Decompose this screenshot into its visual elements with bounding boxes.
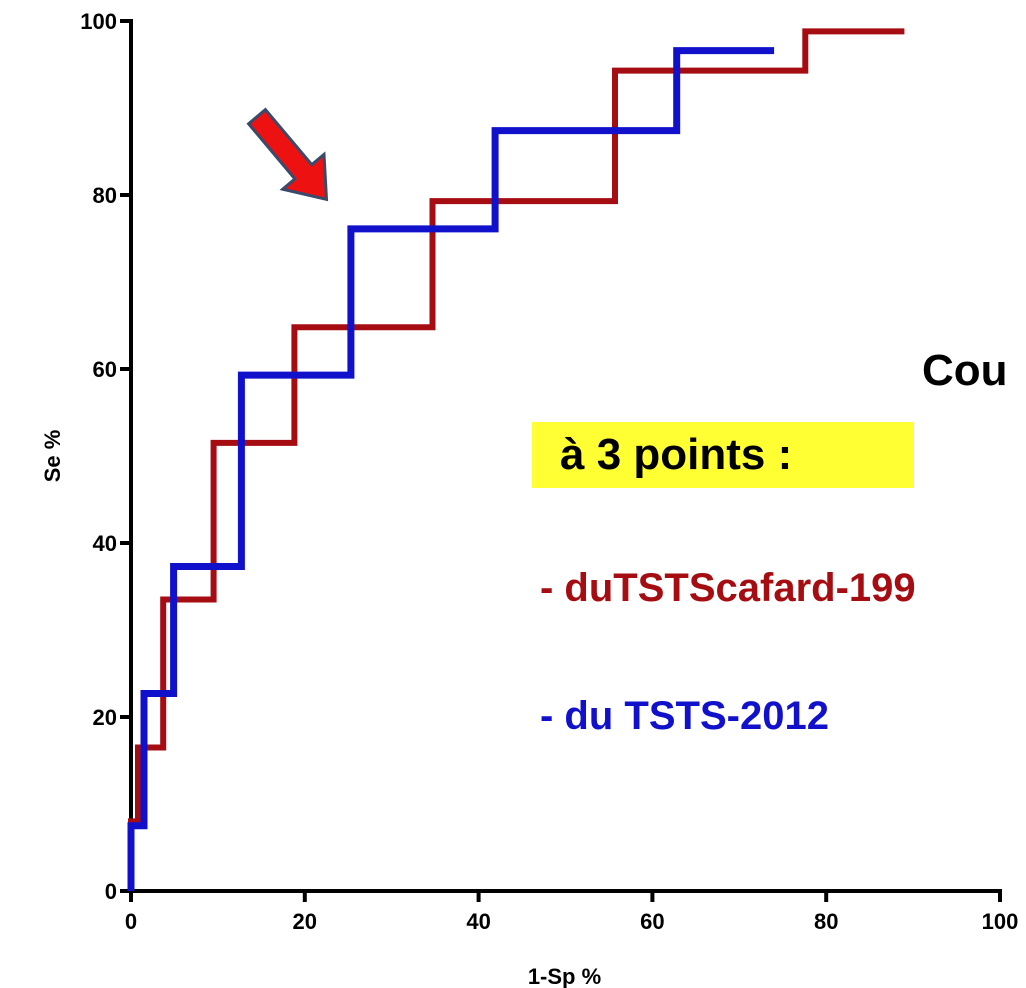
y-tick-label: 60 (93, 357, 117, 382)
x-tick-label: 40 (466, 909, 490, 934)
x-axis-label: 1-Sp % (528, 964, 601, 988)
series-group (127, 28, 905, 891)
red-arrow (246, 107, 329, 202)
legend-entry-scafard: - duTSTScafard-199 (540, 566, 916, 610)
y-tick-label: 100 (80, 9, 117, 34)
x-tick-label: 20 (293, 909, 317, 934)
annotation-title: Cou (922, 346, 1008, 395)
x-tick-label: 60 (640, 909, 664, 934)
y-tick-label: 20 (93, 705, 117, 730)
y-tick-label: 40 (93, 531, 117, 556)
x-tick-label: 80 (814, 909, 838, 934)
series-line-2 (127, 47, 775, 891)
axes: 0 20 40 60 80 100 0 20 40 60 80 100 1-Sp % Se % (40, 9, 1018, 988)
annotation-subtitle: à 3 points : (532, 422, 914, 488)
arrow-annotation (246, 107, 329, 202)
y-tick-label: 80 (93, 183, 117, 208)
x-tick-label: 100 (982, 909, 1019, 934)
y-axis-label: Se % (40, 430, 65, 483)
legend-entry-tsts: - du TSTS-2012 (540, 694, 829, 738)
y-tick-label: 0 (105, 879, 117, 904)
x-tick-label: 0 (125, 909, 137, 934)
